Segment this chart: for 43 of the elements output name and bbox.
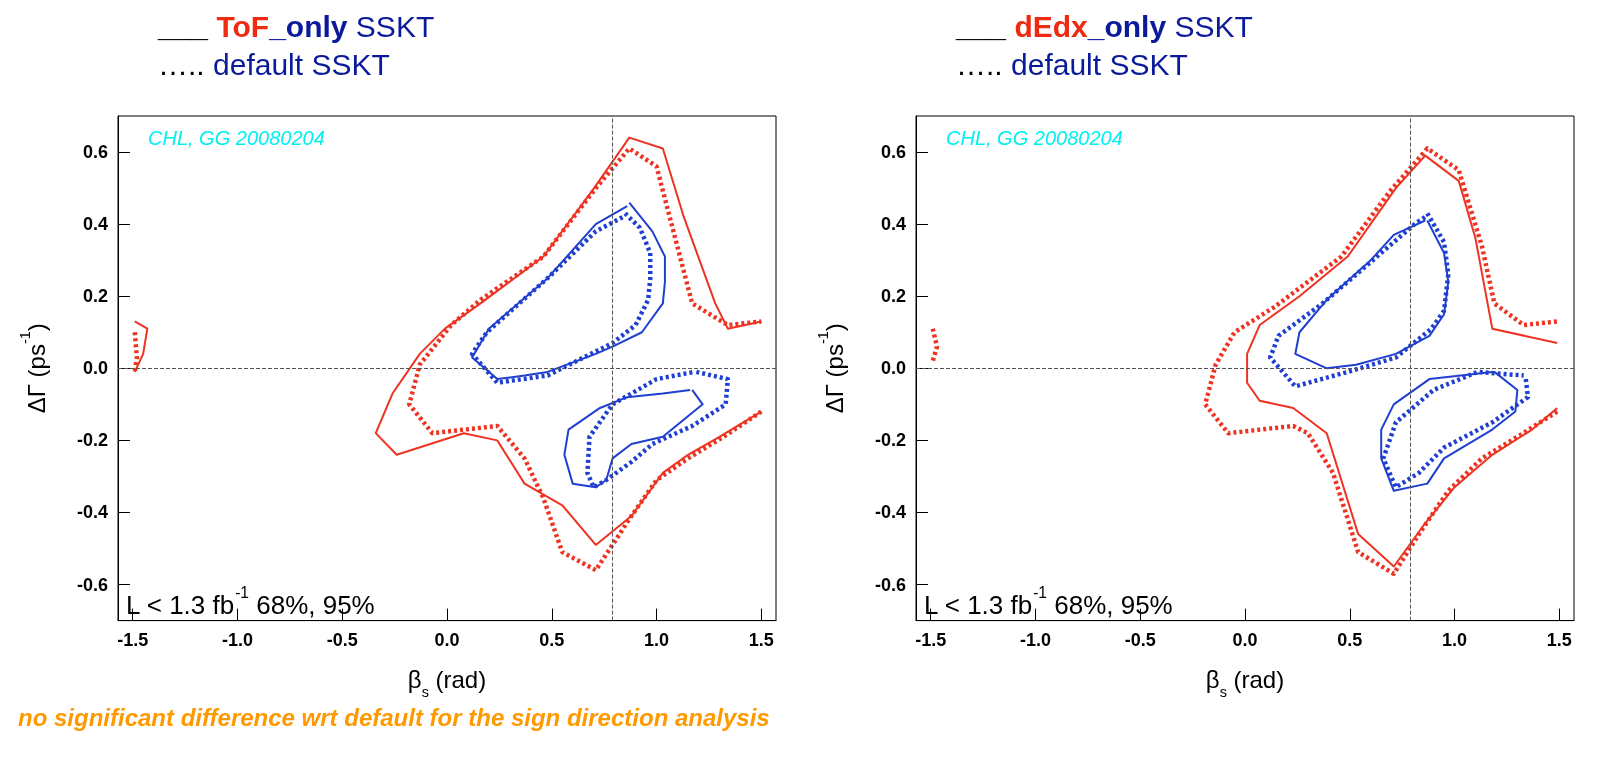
x-tick-label: -0.5: [326, 629, 358, 650]
chart-subtitle: ….. default SSKT: [158, 48, 390, 81]
y-tick-label: -0.4: [76, 502, 108, 523]
annotation: CHL, GG 20080204: [946, 127, 1123, 149]
y-tick-label: -0.2: [874, 430, 906, 451]
chart-subtitle: ….. default SSKT: [956, 48, 1188, 81]
annotation: 68%,: [256, 590, 316, 620]
annotation: 95%: [1120, 590, 1173, 620]
y-tick-label: 0.2: [880, 286, 906, 307]
line-series: [1202, 146, 1560, 576]
line-series: [1267, 211, 1451, 389]
x-tick-label: 1.5: [748, 629, 774, 650]
x-tick-label: 0.5: [1337, 629, 1363, 650]
x-tick-label: 0.0: [1232, 629, 1258, 650]
y-axis-title: ΔΓ (ps-1): [16, 323, 51, 414]
chart-title: ___ ToF_only SSKT: [158, 10, 435, 43]
y-tick-label: 0.0: [880, 358, 906, 379]
chart-title: ___ dEdx_only SSKT: [956, 10, 1253, 43]
y-axis-title: ΔΓ (ps-1): [814, 323, 849, 414]
x-tick-label: 1.0: [1442, 629, 1468, 650]
y-tick-label: 0.2: [82, 286, 108, 307]
y-tick-label: 0.6: [880, 142, 906, 163]
x-tick-label: -0.5: [1124, 629, 1156, 650]
y-tick-label: 0.0: [82, 358, 108, 379]
y-tick-label: -0.2: [76, 430, 108, 451]
x-tick-label: -1.5: [117, 629, 149, 650]
y-tick-label: 0.6: [82, 142, 108, 163]
annotation: 68%,: [1054, 590, 1114, 620]
x-tick-label: 1.0: [644, 629, 670, 650]
y-tick-label: -0.6: [76, 574, 108, 595]
y-tick-label: 0.4: [82, 214, 108, 235]
x-tick-label: -1.0: [221, 629, 253, 650]
x-tick-label: -1.0: [1019, 629, 1051, 650]
y-tick-label: 0.4: [880, 214, 906, 235]
text: no significant difference wrt default for the sign direction analysis: [17, 704, 771, 732]
x-tick-label: 1.5: [1546, 629, 1572, 650]
annotation: 95%: [322, 590, 375, 620]
y-tick-label: -0.6: [874, 574, 906, 595]
x-tick-label: -1.5: [915, 629, 947, 650]
annotation: CHL, GG 20080204: [148, 127, 325, 149]
x-tick-label: 0.0: [434, 629, 460, 650]
y-tick-label: -0.4: [874, 502, 906, 523]
x-tick-label: 0.5: [539, 629, 565, 650]
